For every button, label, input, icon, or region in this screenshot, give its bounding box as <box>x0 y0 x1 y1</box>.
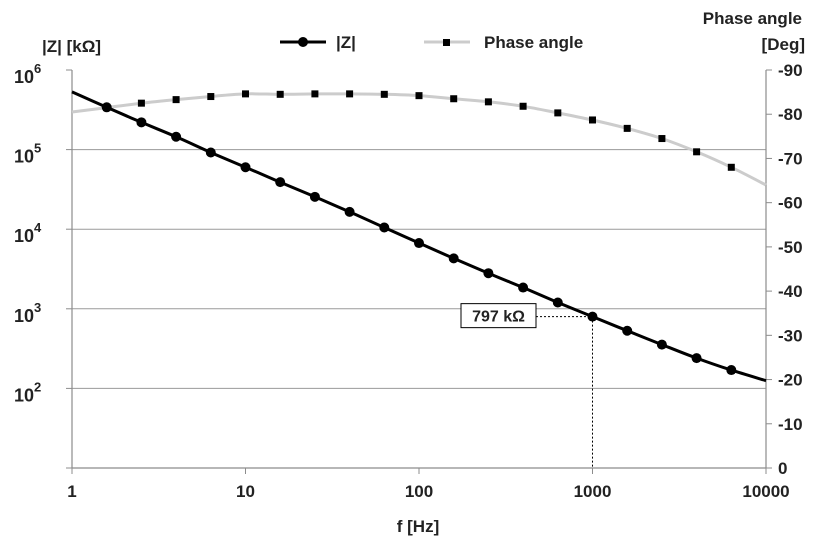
phase-point-17 <box>693 148 701 156</box>
phase-point-18 <box>727 163 735 171</box>
phase-point-14 <box>589 116 596 124</box>
impedance-point-5 <box>275 177 286 188</box>
phase-point-5 <box>276 90 284 98</box>
impedance-point-8 <box>379 222 390 233</box>
impedance-point-4 <box>240 162 251 173</box>
y-left-tick-label-2: 104 <box>14 220 42 246</box>
impedance-point-10 <box>448 253 459 264</box>
annotation-box <box>460 303 537 329</box>
phase-point-3 <box>207 93 215 101</box>
phase-point-8 <box>380 90 388 98</box>
legend-impedance-marker <box>298 37 308 47</box>
impedance-point-0 <box>101 102 112 113</box>
phase-point-7 <box>346 90 354 98</box>
y-right-tick-label-7: -20 <box>778 371 803 390</box>
phase-point-15 <box>623 124 631 132</box>
x-tick-label-2: 100 <box>405 482 433 501</box>
x-tick-label-4: 10000 <box>742 482 789 501</box>
x-axis-label: f [Hz] <box>397 517 439 536</box>
impedance-point-3 <box>205 147 216 158</box>
impedance-point-2 <box>171 131 182 142</box>
y-right-axis-label-line1: Phase angle <box>703 9 802 28</box>
impedance-point-1 <box>136 117 147 128</box>
y-right-tick-label-0: -90 <box>778 61 803 80</box>
phase-point-1 <box>137 99 145 107</box>
y-right-tick-label-4: -50 <box>778 238 803 257</box>
legend-impedance-label: |Z| <box>336 33 356 52</box>
annotation-label: 797 kΩ <box>472 309 525 326</box>
y-right-tick-label-9: 0 <box>778 459 787 478</box>
x-tick-label-1: 10 <box>236 482 255 501</box>
y-right-tick-label-8: -10 <box>778 415 803 434</box>
y-right-tick-label-2: -70 <box>778 149 803 168</box>
y-left-tick-label-3: 105 <box>14 141 41 167</box>
y-right-tick-label-5: -40 <box>778 282 803 301</box>
y-left-tick-label-0: 102 <box>14 379 41 405</box>
phase-point-11 <box>484 98 492 106</box>
impedance-point-9 <box>414 238 424 249</box>
phase-point-10 <box>450 95 458 103</box>
impedance-point-14 <box>587 311 598 322</box>
x-tick-label-3: 1000 <box>574 482 612 501</box>
series-phase-angle <box>71 90 767 187</box>
phase-point-2 <box>172 96 180 104</box>
y-right-tick-label-1: -80 <box>778 105 803 124</box>
y-left-tick-label-4: 106 <box>14 61 41 87</box>
phase-point-9 <box>415 92 423 100</box>
impedance-point-12 <box>518 282 529 293</box>
y-right-tick-label-6: -30 <box>778 326 803 345</box>
y-left-tick-label-1: 103 <box>14 300 41 326</box>
tick-labels: 102 103 104 105 106 -90 -80 -70 -60 -50 -40 -30 -20 -… <box>14 61 803 501</box>
phase-point-4 <box>242 90 249 98</box>
impedance-point-17 <box>691 353 702 364</box>
phase-point-12 <box>519 102 527 110</box>
impedance-point-7 <box>344 206 355 217</box>
legend-phase-label: Phase angle <box>484 33 583 52</box>
tick-marks <box>66 69 772 474</box>
impedance-point-11 <box>483 268 494 279</box>
impedance-point-15 <box>622 325 633 336</box>
phase-point-6 <box>311 90 319 98</box>
legend-phase-marker <box>443 39 450 46</box>
y-left-axis-label: |Z| [kΩ] <box>42 37 101 56</box>
x-tick-label-0: 1 <box>67 482 76 501</box>
annotation-797: 797 kΩ <box>460 303 593 468</box>
grid-lines <box>72 149 766 389</box>
phase-point-13 <box>554 109 562 117</box>
legend-item-phase: Phase angle <box>424 33 583 52</box>
impedance-point-18 <box>726 365 737 376</box>
impedance-point-13 <box>552 297 563 308</box>
impedance-point-16 <box>656 339 667 350</box>
axes <box>71 70 767 469</box>
phase-point-16 <box>658 135 666 143</box>
series-impedance <box>71 90 767 383</box>
legend: |Z| Phase angle <box>280 33 583 52</box>
legend-item-impedance: |Z| <box>280 33 356 52</box>
y-right-axis-label-line2: [Deg] <box>762 35 805 54</box>
y-right-tick-label-3: -60 <box>778 194 803 213</box>
impedance-point-6 <box>309 191 320 202</box>
